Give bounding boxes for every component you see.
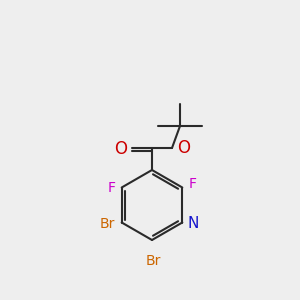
Text: O: O — [114, 140, 127, 158]
Text: F: F — [108, 181, 116, 194]
Text: O: O — [177, 139, 190, 157]
Text: F: F — [188, 178, 196, 191]
Text: Br: Br — [99, 217, 115, 230]
Text: Br: Br — [145, 254, 161, 268]
Text: N: N — [187, 216, 199, 231]
